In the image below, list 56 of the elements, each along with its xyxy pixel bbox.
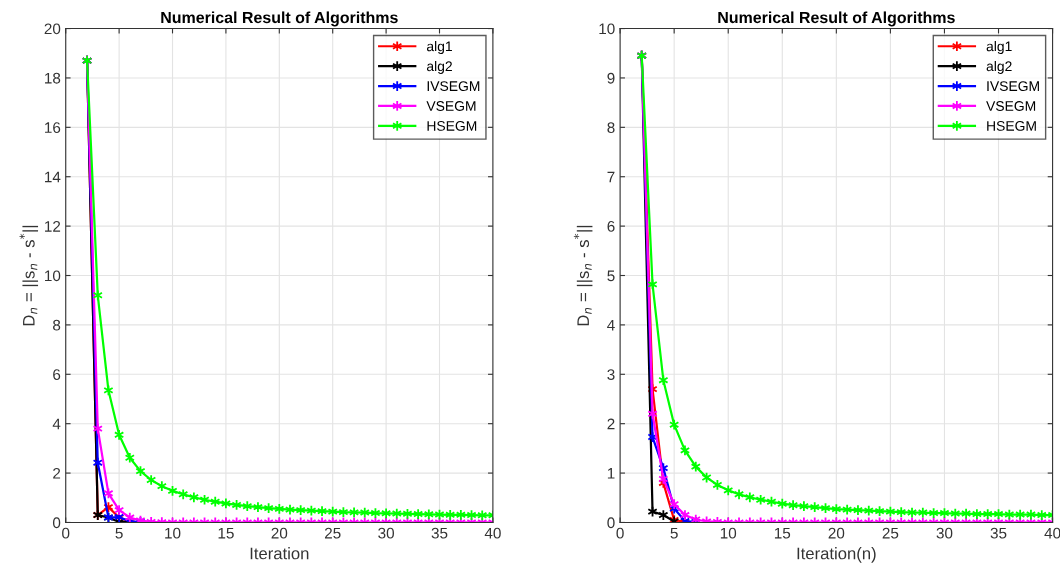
y-tick-label: 8 bbox=[53, 319, 61, 331]
y-tick-label: 2 bbox=[607, 418, 615, 430]
legend-label: alg1 bbox=[426, 41, 452, 54]
y-tick-label: 3 bbox=[607, 369, 615, 380]
chart-title: Numerical Result of Algorithms bbox=[161, 11, 398, 27]
y-tick-label: 0 bbox=[607, 517, 615, 529]
y-tick-label: 2 bbox=[53, 467, 61, 479]
y-tick-label: 16 bbox=[45, 122, 61, 134]
legend-label: alg2 bbox=[986, 60, 1012, 74]
y-tick-label: 5 bbox=[607, 270, 615, 282]
x-tick-label: 25 bbox=[882, 527, 899, 539]
y-tick-label: 10 bbox=[599, 23, 615, 35]
y-tick-label: 10 bbox=[45, 270, 61, 282]
y-tick-label: 12 bbox=[45, 220, 61, 232]
x-tick-label: 35 bbox=[990, 527, 1007, 539]
legend-label: VSEGM bbox=[426, 101, 476, 111]
x-tick-label: 10 bbox=[165, 527, 181, 539]
y-tick-label: 1 bbox=[607, 468, 615, 479]
x-tick-label: 30 bbox=[378, 527, 394, 539]
legend-label: VSEGM bbox=[986, 101, 1036, 111]
x-axis-title: Iteration bbox=[250, 547, 309, 560]
x-tick-label: 10 bbox=[720, 527, 737, 539]
x-tick-label: 30 bbox=[936, 527, 953, 539]
x-tick-label: 25 bbox=[324, 527, 341, 539]
x-tick-label: 40 bbox=[1044, 527, 1060, 539]
y-tick-label: 18 bbox=[45, 72, 61, 84]
legend-label: HSEGM bbox=[427, 120, 477, 131]
y-tick-label: 0 bbox=[52, 517, 61, 529]
y-tick-label: 9 bbox=[607, 72, 615, 84]
x-axis-title: Iteration(n) bbox=[797, 547, 876, 563]
x-tick-label: 40 bbox=[484, 527, 501, 539]
x-tick-label: 15 bbox=[774, 527, 791, 539]
y-axis-title: D$_{n}$ = ||s$_{n}$ - s$^{*}$|| bbox=[573, 225, 593, 326]
x-tick-label: 20 bbox=[828, 527, 845, 539]
x-tick-label: 35 bbox=[431, 527, 448, 539]
y-tick-label: 14 bbox=[45, 171, 61, 183]
x-tick-label: 20 bbox=[271, 527, 288, 539]
y-tick-label: 7 bbox=[607, 171, 615, 183]
legend-label: IVSEGM bbox=[987, 81, 1039, 92]
y-tick-label: 8 bbox=[607, 122, 615, 134]
x-tick-label: 5 bbox=[670, 527, 678, 539]
legend-label: IVSEGM bbox=[427, 81, 480, 92]
legend-label: alg1 bbox=[986, 41, 1012, 54]
legend-label: HSEGM bbox=[987, 120, 1036, 131]
legend-label: alg2 bbox=[426, 60, 452, 74]
x-tick-label: 0 bbox=[616, 527, 624, 539]
x-tick-label: 15 bbox=[218, 527, 234, 539]
chart-title: Numerical Result of Algorithms bbox=[718, 11, 955, 27]
y-tick-label: 4 bbox=[52, 418, 61, 430]
y-tick-label: 20 bbox=[44, 23, 61, 35]
x-tick-label: 5 bbox=[115, 527, 123, 539]
y-axis-title: D$_{n}$ = ||s$_{n}$ - s$^{*}$|| bbox=[19, 225, 39, 326]
y-tick-label: 6 bbox=[607, 220, 615, 232]
y-tick-label: 4 bbox=[607, 319, 615, 331]
x-tick-label: 0 bbox=[62, 527, 70, 539]
y-tick-label: 6 bbox=[53, 369, 61, 380]
